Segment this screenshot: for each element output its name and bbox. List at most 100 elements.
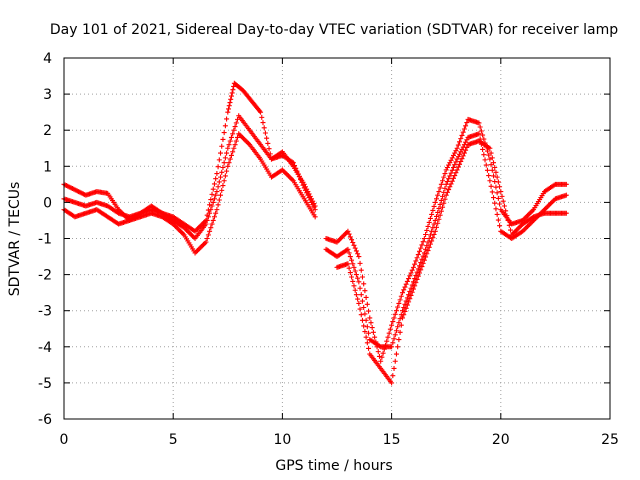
- data-point: [352, 245, 358, 251]
- data-point: [442, 171, 448, 177]
- data-point: [484, 167, 490, 173]
- data-point: [393, 308, 399, 314]
- data-point: [225, 109, 231, 115]
- data-point: [384, 338, 390, 344]
- data-point: [346, 265, 352, 271]
- data-point: [476, 120, 482, 126]
- data-point: [424, 227, 430, 233]
- data-point: [378, 358, 384, 364]
- data-point: [499, 193, 505, 199]
- data-point: [225, 163, 231, 169]
- data-point: [438, 197, 444, 203]
- data-point: [387, 326, 393, 332]
- data-point: [463, 123, 469, 129]
- data-point: [406, 292, 412, 298]
- data-point: [220, 183, 226, 189]
- data-point: [432, 217, 438, 223]
- data-point: [460, 129, 466, 135]
- data-point: [563, 181, 569, 187]
- data-point: [433, 213, 439, 219]
- data-point: [220, 165, 226, 171]
- data-point: [391, 336, 397, 342]
- data-point: [347, 234, 353, 240]
- data-point: [379, 354, 385, 360]
- data-point: [443, 192, 449, 198]
- data-point: [392, 332, 398, 338]
- data-point: [210, 217, 216, 223]
- data-point: [449, 178, 455, 184]
- data-point: [222, 155, 228, 161]
- data-point: [477, 124, 483, 130]
- data-point: [417, 248, 423, 254]
- data-point: [357, 260, 363, 266]
- data-point: [410, 279, 416, 285]
- data-point: [430, 235, 436, 241]
- data-point: [426, 244, 432, 250]
- series-track-f: [334, 138, 569, 386]
- data-point: [357, 285, 363, 291]
- data-point: [233, 120, 239, 126]
- data-point: [429, 238, 435, 244]
- data-point: [395, 304, 401, 310]
- data-point: [349, 237, 355, 243]
- data-point: [226, 142, 232, 148]
- data-point: [412, 276, 418, 282]
- data-point: [396, 337, 402, 343]
- data-point: [204, 217, 210, 223]
- data-point: [213, 192, 219, 198]
- data-point: [208, 207, 214, 213]
- y-tick-label: -5: [38, 376, 52, 392]
- data-point: [312, 203, 318, 209]
- data-point: [390, 319, 396, 325]
- data-point: [401, 287, 407, 293]
- data-point: [455, 164, 461, 170]
- data-point: [362, 329, 368, 335]
- data-point: [435, 220, 441, 226]
- data-point: [495, 195, 501, 201]
- y-tick-label: -2: [38, 268, 52, 284]
- data-point: [413, 258, 419, 264]
- data-point: [410, 286, 416, 292]
- data-point: [215, 202, 221, 208]
- chart-title: Day 101 of 2021, Sidereal Day-to-day VTE…: [50, 22, 618, 38]
- data-point: [419, 242, 425, 248]
- y-tick-label: -1: [38, 232, 52, 248]
- data-point: [216, 157, 222, 163]
- data-point: [352, 287, 358, 293]
- data-point: [449, 167, 455, 173]
- data-point: [493, 169, 499, 175]
- data-point: [453, 170, 459, 176]
- data-point: [222, 173, 228, 179]
- data-point: [442, 185, 448, 191]
- data-point: [363, 334, 369, 340]
- data-point: [435, 209, 441, 215]
- data-point: [436, 216, 442, 222]
- data-point: [495, 217, 501, 223]
- data-point: [437, 201, 443, 207]
- data-point: [359, 298, 365, 304]
- data-point: [228, 96, 234, 102]
- data-point: [264, 135, 270, 141]
- x-tick-label: 5: [169, 432, 178, 448]
- data-point: [464, 120, 470, 126]
- data-point: [395, 344, 401, 350]
- data-point: [369, 325, 375, 331]
- data-point: [430, 207, 436, 213]
- data-point: [345, 246, 351, 252]
- data-point: [431, 203, 437, 209]
- data-point: [362, 311, 368, 317]
- y-tick-label: -6: [38, 412, 52, 428]
- data-point: [419, 256, 425, 262]
- data-point: [497, 223, 503, 229]
- data-point: [494, 190, 500, 196]
- data-point: [386, 330, 392, 336]
- data-point: [226, 106, 232, 112]
- data-point: [447, 184, 453, 190]
- data-point: [266, 146, 272, 152]
- data-point: [408, 270, 414, 276]
- data-point: [429, 211, 435, 217]
- data-point: [226, 160, 232, 166]
- data-point: [385, 334, 391, 340]
- data-point: [389, 344, 395, 350]
